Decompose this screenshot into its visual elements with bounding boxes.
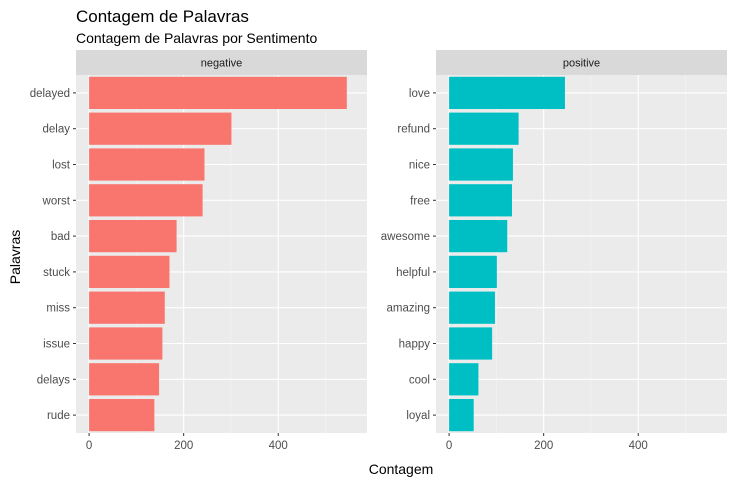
y-tick-label-awesome: awesome — [381, 231, 430, 243]
bar-lost — [89, 148, 205, 181]
facet-label-negative: negative — [201, 58, 243, 70]
bar-delayed — [89, 76, 347, 110]
y-tick-label-miss: miss — [46, 303, 70, 315]
bar-worst — [89, 184, 203, 217]
y-tick-label-lost: lost — [52, 160, 71, 172]
x-tick-label: 0 — [446, 440, 452, 452]
facet-strip — [436, 50, 727, 75]
x-tick-label: 200 — [174, 440, 193, 452]
facet-panel-negative: negative delayed delay lost worst bad stuck mis… — [30, 50, 367, 452]
x-tick-label: 400 — [629, 440, 648, 452]
x-tick-label: 400 — [269, 440, 288, 452]
bar-delay — [89, 112, 232, 145]
bar-awesome — [449, 219, 508, 253]
bar-issue — [89, 327, 163, 360]
bar-delays — [89, 363, 160, 396]
x-tick-label: 0 — [86, 440, 92, 452]
bar-miss — [89, 291, 165, 324]
bar-love — [449, 76, 565, 110]
bar-free — [449, 184, 512, 217]
y-tick-label-delayed: delayed — [30, 88, 70, 100]
y-tick-label-loyal: loyal — [406, 410, 430, 422]
y-tick-label-worst: worst — [42, 195, 71, 207]
y-tick-label-helpful: helpful — [396, 267, 430, 279]
y-axis-title: Palavras — [7, 230, 23, 284]
x-axis-title: Contagem — [369, 461, 434, 477]
facet-strip — [76, 50, 367, 75]
y-tick-label-happy: happy — [399, 339, 431, 351]
facet-panels: negative delayed delay lost worst bad stuck mis… — [30, 50, 727, 452]
y-tick-label-bad: bad — [51, 231, 70, 243]
bar-helpful — [449, 255, 497, 289]
facet-panel-positive: positive love refund nice free awesome helpful… — [381, 50, 727, 452]
y-tick-label-rude: rude — [47, 410, 70, 422]
facet-label-positive: positive — [563, 58, 600, 70]
y-tick-label-issue: issue — [43, 339, 70, 351]
y-tick-label-amazing: amazing — [387, 303, 430, 315]
bar-loyal — [449, 398, 474, 432]
bar-rude — [89, 398, 155, 432]
y-tick-label-stuck: stuck — [43, 267, 70, 279]
y-tick-label-free: free — [410, 195, 430, 207]
bar-nice — [449, 148, 513, 181]
y-tick-label-love: love — [409, 88, 430, 100]
bar-cool — [449, 363, 479, 396]
chart-subtitle: Contagem de Palavras por Sentimento — [76, 30, 317, 46]
x-tick-label: 200 — [534, 440, 553, 452]
bar-stuck — [89, 255, 170, 289]
bar-bad — [89, 219, 177, 253]
y-tick-label-refund: refund — [397, 124, 430, 136]
chart-title: Contagem de Palavras — [76, 7, 249, 26]
y-tick-label-cool: cool — [409, 374, 430, 386]
bar-refund — [449, 112, 519, 145]
y-tick-label-delays: delays — [37, 374, 70, 386]
bar-happy — [449, 327, 493, 360]
y-tick-label-nice: nice — [409, 160, 430, 172]
y-tick-label-delay: delay — [43, 124, 71, 136]
bar-amazing — [449, 291, 495, 324]
